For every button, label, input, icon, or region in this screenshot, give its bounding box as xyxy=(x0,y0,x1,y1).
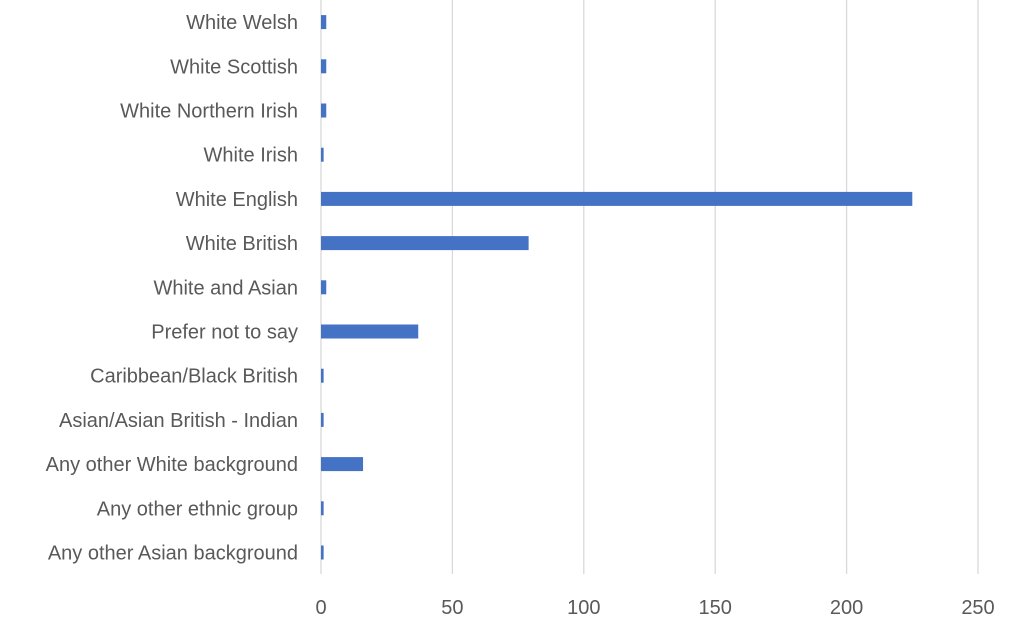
bar-caribbean-black-british xyxy=(321,368,324,383)
category-label-any-other-asian-background: Any other Asian background xyxy=(48,543,298,565)
category-label-caribbean-black-british: Caribbean/Black British xyxy=(90,366,298,388)
category-label-white-british: White British xyxy=(186,233,298,255)
category-label-prefer-not-to-say: Prefer not to say xyxy=(151,322,298,344)
bar-any-other-asian-background xyxy=(321,545,324,560)
category-label-white-northern-irish: White Northern Irish xyxy=(120,101,298,123)
x-tick-label-50: 50 xyxy=(441,597,463,617)
bar-prefer-not-to-say xyxy=(321,324,419,339)
bar-white-scottish xyxy=(321,59,327,74)
category-label-any-other-white-background: Any other White background xyxy=(46,454,298,476)
x-axis-tick-labels: 0 50 100 150 200 250 xyxy=(315,597,994,617)
x-tick-label-150: 150 xyxy=(699,597,732,617)
bar-white-english xyxy=(321,191,913,206)
bars xyxy=(321,15,913,560)
category-label-white-and-asian: White and Asian xyxy=(153,277,298,299)
bar-any-other-ethnic-group xyxy=(321,501,324,516)
bar-white-british xyxy=(321,236,529,251)
x-tick-label-0: 0 xyxy=(315,597,326,617)
category-labels: Any other Asian background Any other ethn… xyxy=(46,12,298,564)
category-label-white-scottish: White Scottish xyxy=(170,56,298,78)
category-label-white-welsh: White Welsh xyxy=(186,12,298,34)
gridlines xyxy=(320,0,979,574)
x-tick-label-200: 200 xyxy=(830,597,863,617)
bar-white-irish xyxy=(321,147,324,162)
x-tick-label-250: 250 xyxy=(961,597,994,617)
bar-white-welsh xyxy=(321,15,327,30)
category-label-asian-asian-british-indian: Asian/Asian British - Indian xyxy=(59,410,298,432)
bar-asian-asian-british-indian xyxy=(321,412,324,427)
category-label-white-english: White English xyxy=(176,189,298,211)
category-label-white-irish: White Irish xyxy=(204,145,298,167)
bar-white-and-asian xyxy=(321,280,327,295)
category-label-any-other-ethnic-group: Any other ethnic group xyxy=(97,498,298,520)
bar-any-other-white-background xyxy=(321,457,364,472)
bar-white-northern-irish xyxy=(321,103,327,118)
x-tick-label-100: 100 xyxy=(567,597,600,617)
